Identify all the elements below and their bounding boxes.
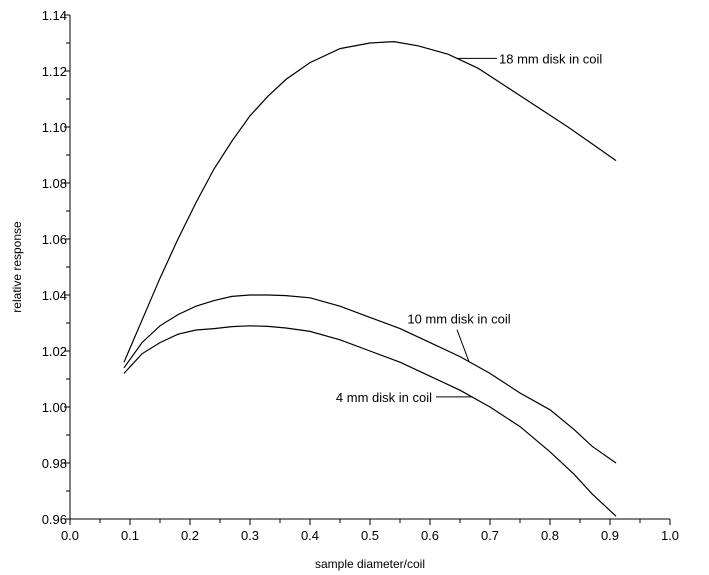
x-tick-label: 0.2 [181,528,199,543]
annotation-label-4-mm-disk-in-coil: 4 mm disk in coil [336,390,432,405]
annotation-label-18-mm-disk-in-coil: 18 mm disk in coil [499,51,602,66]
series-line-18-mm-disk-in-coil [123,40,617,363]
y-tick-label: 1.12 [42,64,67,79]
x-tick-label: 0.7 [481,528,499,543]
series-line-10-mm-disk-in-coil [123,294,617,464]
y-tick-label: 1.02 [42,344,67,359]
x-ticks: 0.0 0.1 0.2 0.3 0.4 0.5 0.6 0.7 0.8 0.9 1.0 [61,519,679,543]
series-line-4-mm-disk-in-coil [123,325,617,517]
y-ticks: 0.96 0.98 1.00 1.02 1.04 1.06 1.08 1.10 1.12 1.14 [42,8,70,527]
x-tick-label: 0.5 [361,528,379,543]
x-tick-label: 0.8 [541,528,559,543]
series-annotations: 18 mm disk in coil 10 mm disk in coil 4 mm… [336,51,602,405]
y-tick-label: 1.00 [42,400,67,415]
y-tick-label: 1.08 [42,176,67,191]
y-tick-label: 1.10 [42,120,67,135]
x-tick-label: 0.6 [421,528,439,543]
y-tick-label: 0.98 [42,456,67,471]
y-tick-label: 1.04 [42,288,67,303]
series-lines [123,40,617,517]
x-tick-label: 0.4 [301,528,319,543]
axes [69,15,670,520]
x-tick-label: 0.3 [241,528,259,543]
y-tick-label: 0.96 [42,512,67,527]
y-tick-label: 1.06 [42,232,67,247]
annotation-leader [456,329,470,362]
y-axis-label: relative response [10,221,24,313]
annotation-label-10-mm-disk-in-coil: 10 mm disk in coil [407,312,510,327]
x-tick-label: 1.0 [661,528,679,543]
x-tick-label: 0.0 [61,528,79,543]
x-tick-label: 0.9 [601,528,619,543]
x-tick-label: 0.1 [121,528,139,543]
y-tick-label: 1.14 [42,8,67,23]
x-axis-label: sample diameter/coil [315,557,425,571]
